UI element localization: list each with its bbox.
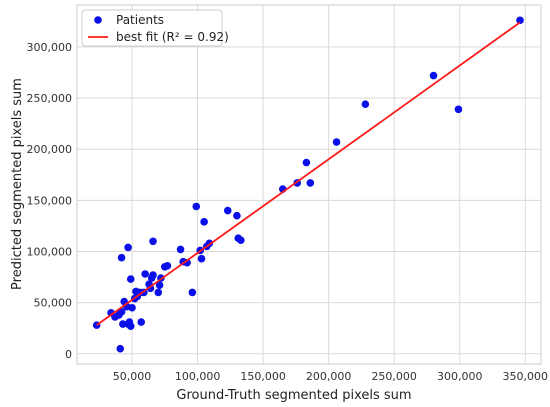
data-point — [223, 206, 232, 215]
x-tick-label: 50,000 — [113, 370, 152, 383]
data-point — [163, 262, 172, 270]
legend-label-patients: Patients — [116, 13, 164, 27]
data-point — [306, 179, 315, 187]
x-tick-label: 150,000 — [240, 370, 286, 383]
x-tick-label: 200,000 — [306, 370, 352, 383]
x-axis-title: Ground-Truth segmented pixels sum — [176, 388, 411, 403]
data-point — [454, 105, 463, 114]
data-point — [155, 281, 164, 290]
data-point — [154, 288, 163, 297]
x-tick-label: 250,000 — [371, 370, 417, 383]
data-point — [116, 344, 125, 353]
data-point — [124, 243, 132, 252]
data-point — [137, 318, 146, 326]
gridlines — [77, 5, 541, 364]
legend: Patients best fit (R² = 0.92) — [81, 9, 229, 47]
y-tick-label: 250,000 — [27, 92, 73, 105]
data-point — [149, 271, 157, 279]
data-point — [126, 322, 135, 330]
plot-frame — [76, 4, 542, 365]
data-point — [233, 211, 241, 220]
data-point — [332, 138, 341, 146]
data-point — [200, 218, 208, 226]
y-tick-label: 0 — [65, 348, 72, 361]
x-tick-label: 350,000 — [503, 370, 549, 383]
y-tick-label: 50,000 — [34, 297, 73, 310]
fit-line-group — [96, 21, 521, 326]
y-tick-label: 200,000 — [27, 143, 73, 156]
x-tick-label: 100,000 — [175, 370, 221, 383]
y-tick-label: 150,000 — [27, 194, 73, 207]
data-point — [516, 16, 524, 25]
data-point — [117, 253, 126, 262]
tick-labels: 50,000 100,000 150,000 200,000 250,000 300,00… — [27, 41, 549, 383]
legend-label-fit: best fit (R² = 0.92) — [116, 30, 229, 44]
y-axis-title: Predicted segmented pixels sum — [10, 78, 25, 290]
data-point — [119, 320, 127, 328]
data-point — [429, 71, 438, 80]
data-point — [149, 237, 157, 246]
legend-box — [81, 9, 223, 47]
data-point — [141, 270, 149, 278]
y-tick-label: 100,000 — [27, 245, 73, 258]
data-point — [128, 303, 136, 312]
data-point — [192, 202, 201, 211]
x-tick-label: 300,000 — [437, 370, 483, 383]
data-point — [176, 245, 185, 254]
data-point — [117, 308, 126, 316]
y-tick-label: 300,000 — [27, 41, 73, 54]
data-point — [188, 288, 197, 297]
data-point — [237, 236, 245, 245]
data-point — [361, 100, 370, 109]
data-points — [92, 16, 524, 353]
legend-marker-patients — [94, 16, 102, 24]
data-point — [126, 275, 135, 283]
data-point — [197, 254, 206, 263]
data-point — [302, 158, 311, 167]
fit-line — [96, 21, 521, 326]
